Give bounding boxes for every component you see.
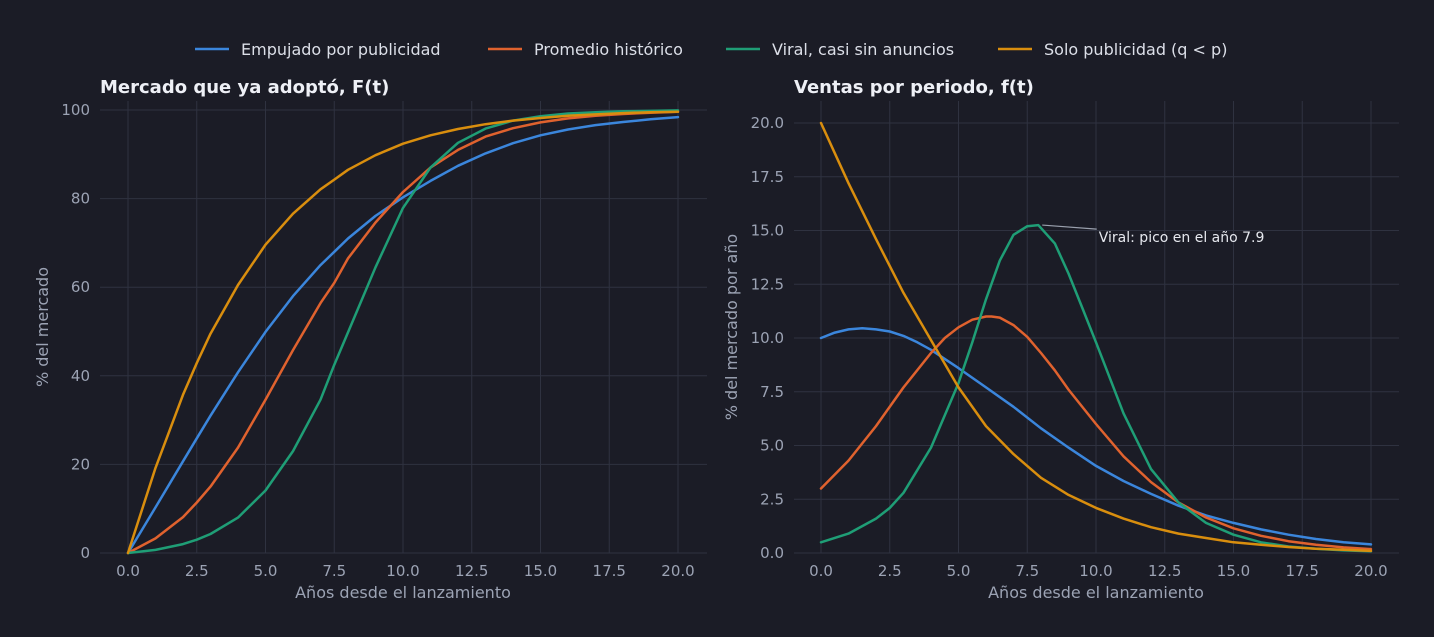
left-x-axis-label: Años desde el lanzamiento xyxy=(295,583,511,602)
x-tick-label: 10.0 xyxy=(1079,562,1112,580)
x-tick-label: 2.5 xyxy=(878,562,902,580)
x-tick-label: 20.0 xyxy=(1354,562,1387,580)
series-line-0 xyxy=(819,327,1373,546)
annotation-leader-line xyxy=(1042,224,1097,230)
x-tick-label: 15.0 xyxy=(524,562,557,580)
y-tick-label: 0 xyxy=(80,544,90,562)
left-panel-title: Mercado que ya adoptó, F(t) xyxy=(100,77,389,98)
x-tick-label: 15.0 xyxy=(1217,562,1250,580)
y-tick-label: 80 xyxy=(71,190,90,208)
legend-label-0: Empujado por publicidad xyxy=(241,40,441,59)
y-tick-label: 20 xyxy=(71,455,90,473)
y-tick-label: 15.0 xyxy=(751,222,784,240)
y-tick-label: 10.0 xyxy=(751,329,784,347)
left-panel: 0.0 2.5 5.0 7.5 10.0 12.5 15.0 17.5 20.0 0 20 40 60 8… xyxy=(61,101,707,580)
y-tick-label: 100 xyxy=(61,101,90,119)
x-tick-label: 12.5 xyxy=(455,562,488,580)
x-tick-label: 0.0 xyxy=(116,562,140,580)
right-panel-title: Ventas por periodo, f(t) xyxy=(794,77,1034,98)
x-tick-label: 7.5 xyxy=(322,562,346,580)
y-tick-label: 5.0 xyxy=(760,437,784,455)
x-tick-label: 5.0 xyxy=(254,562,278,580)
x-tick-label: 5.0 xyxy=(947,562,971,580)
x-tick-label: 7.5 xyxy=(1015,562,1039,580)
y-tick-label: 0.0 xyxy=(760,544,784,562)
y-tick-label: 2.5 xyxy=(760,490,784,508)
series-line-1 xyxy=(126,110,680,555)
legend-label-2: Viral, casi sin anuncios xyxy=(772,40,954,59)
annotation-text: Viral: pico en el año 7.9 xyxy=(1099,230,1265,246)
x-tick-label: 0.0 xyxy=(809,562,833,580)
x-tick-label: 12.5 xyxy=(1148,562,1181,580)
right-y-axis-label: % del mercado por año xyxy=(722,234,741,420)
y-tick-label: 7.5 xyxy=(760,383,784,401)
x-tick-label: 17.5 xyxy=(1286,562,1319,580)
series-line-2 xyxy=(126,109,680,555)
annotation: Viral: pico en el año 7.9 xyxy=(1042,224,1265,246)
y-tick-label: 60 xyxy=(71,278,90,296)
series-line-3 xyxy=(819,121,1373,553)
x-tick-label: 17.5 xyxy=(593,562,626,580)
y-tick-label: 17.5 xyxy=(751,168,784,186)
y-tick-label: 20.0 xyxy=(751,114,784,132)
series-line-3 xyxy=(126,110,680,555)
legend: Empujado por publicidad Promedio históri… xyxy=(195,40,1227,59)
x-tick-label: 2.5 xyxy=(185,562,209,580)
y-tick-label: 12.5 xyxy=(751,275,784,293)
series-line-2 xyxy=(819,223,1373,553)
y-tick-label: 40 xyxy=(71,367,90,385)
x-tick-label: 10.0 xyxy=(386,562,419,580)
legend-label-3: Solo publicidad (q < p) xyxy=(1044,40,1227,59)
legend-label-1: Promedio histórico xyxy=(534,40,683,59)
right-panel: 0.0 2.5 5.0 7.5 10.0 12.5 15.0 17.5 20.0 0.0 2.5 5.… xyxy=(751,101,1399,580)
left-y-axis-label: % del mercado xyxy=(33,267,52,387)
series-line-0 xyxy=(126,115,680,555)
right-x-axis-label: Años desde el lanzamiento xyxy=(988,583,1204,602)
x-tick-label: 20.0 xyxy=(661,562,694,580)
